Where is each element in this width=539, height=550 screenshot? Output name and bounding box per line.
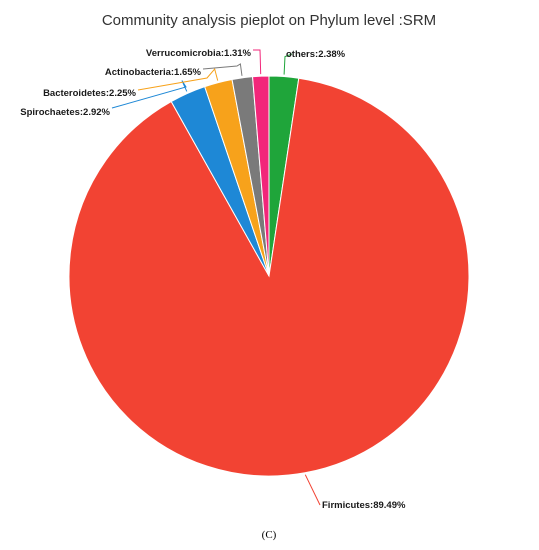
chart-title: Community analysis pieplot on Phylum lev… <box>102 12 436 29</box>
leader-lines <box>111 49 321 506</box>
slice-label-bacteroidetes: Bacteroidetes:2.25% <box>43 88 136 99</box>
slice-label-others: others:2.38% <box>286 49 346 60</box>
slice-labels: others:2.38% Firmicutes:89.49% Spirochae… <box>20 48 406 511</box>
slice-label-spirochaetes: Spirochaetes:2.92% <box>20 107 110 118</box>
leader-line-verrucomicrobia <box>253 49 262 75</box>
pie-slice-firmicutes <box>68 77 470 477</box>
panel-label: (C) <box>262 529 277 541</box>
leader-line-firmicutes <box>304 474 321 506</box>
pie-slice-verrucomicrobia <box>252 75 270 277</box>
slice-label-firmicutes: Firmicutes:89.49% <box>322 500 406 511</box>
leader-line-bacteroidetes <box>137 67 219 91</box>
leader-line-spirochaetes <box>111 80 188 109</box>
pie-slices <box>68 75 470 477</box>
leader-line-others <box>283 53 293 75</box>
slice-label-verrucomicrobia: Verrucomicrobia:1.31% <box>146 48 252 59</box>
slice-label-actinobacteria: Actinobacteria:1.65% <box>105 67 202 78</box>
leader-line-actinobacteria <box>202 63 243 76</box>
